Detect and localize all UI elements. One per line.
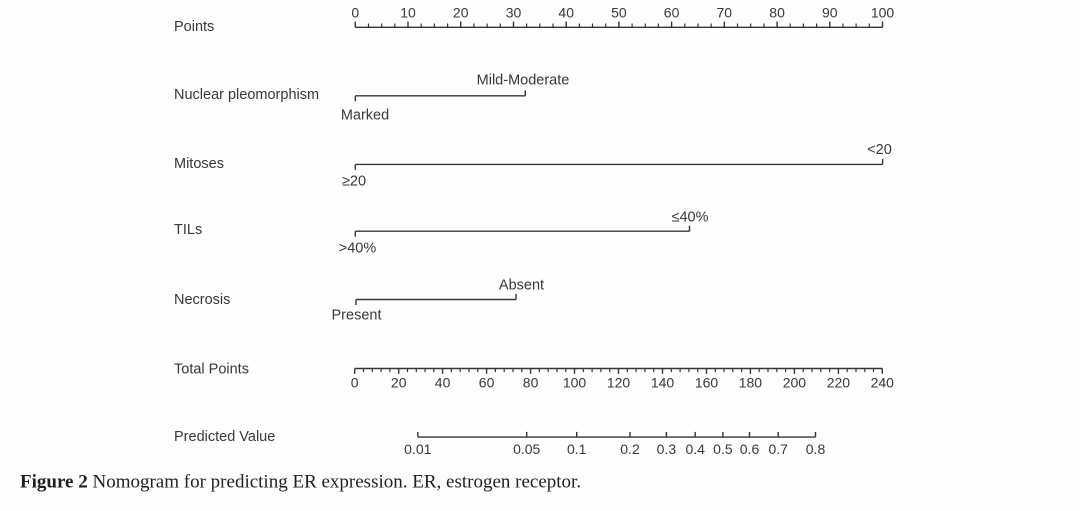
svg-text:200: 200 (783, 375, 807, 391)
svg-text:Necrosis: Necrosis (174, 292, 230, 308)
svg-text:80: 80 (523, 375, 539, 391)
svg-text:<20: <20 (867, 142, 892, 158)
svg-text:180: 180 (739, 375, 763, 391)
svg-text:60: 60 (479, 375, 495, 391)
svg-text:100: 100 (563, 375, 587, 391)
svg-text:0: 0 (351, 5, 359, 21)
svg-text:80: 80 (769, 5, 785, 21)
svg-text:0.1: 0.1 (567, 441, 587, 457)
svg-text:0.05: 0.05 (513, 441, 540, 457)
svg-text:220: 220 (827, 375, 851, 391)
svg-text:240: 240 (871, 375, 895, 391)
svg-text:70: 70 (717, 5, 733, 21)
svg-text:Mild-Moderate: Mild-Moderate (477, 73, 570, 89)
svg-text:30: 30 (506, 5, 522, 21)
svg-text:≤40%: ≤40% (672, 210, 709, 226)
svg-text:0.4: 0.4 (685, 441, 705, 457)
svg-text:50: 50 (611, 5, 627, 21)
svg-text:0.6: 0.6 (740, 441, 760, 457)
svg-text:90: 90 (822, 5, 838, 21)
svg-text:100: 100 (871, 5, 895, 21)
svg-text:>40%: >40% (339, 241, 377, 257)
svg-text:120: 120 (607, 375, 631, 391)
svg-text:0.01: 0.01 (404, 441, 431, 457)
svg-text:Nuclear pleomorphism: Nuclear pleomorphism (174, 87, 319, 103)
svg-text:TILs: TILs (174, 222, 202, 238)
svg-text:40: 40 (435, 375, 451, 391)
svg-text:0.5: 0.5 (713, 441, 733, 457)
svg-text:0.7: 0.7 (768, 441, 788, 457)
svg-text:0.8: 0.8 (806, 441, 826, 457)
svg-text:40: 40 (558, 5, 574, 21)
svg-text:Points: Points (174, 19, 214, 35)
svg-text:Figure 2 Nomogram for predicti: Figure 2 Nomogram for predicting ER expr… (20, 472, 581, 493)
svg-text:Marked: Marked (341, 108, 389, 124)
svg-text:≥20: ≥20 (342, 174, 366, 190)
svg-text:Predicted Value: Predicted Value (174, 429, 275, 445)
svg-text:20: 20 (453, 5, 469, 21)
svg-text:160: 160 (695, 375, 719, 391)
svg-text:Mitoses: Mitoses (174, 156, 224, 172)
svg-text:10: 10 (400, 5, 416, 21)
svg-text:Present: Present (332, 308, 382, 324)
svg-text:0.3: 0.3 (657, 441, 677, 457)
svg-text:0: 0 (351, 375, 359, 391)
svg-text:0.2: 0.2 (620, 441, 640, 457)
svg-text:20: 20 (391, 375, 407, 391)
svg-text:140: 140 (651, 375, 675, 391)
svg-text:Absent: Absent (499, 278, 544, 294)
svg-text:60: 60 (664, 5, 680, 21)
svg-text:Total Points: Total Points (174, 362, 249, 378)
